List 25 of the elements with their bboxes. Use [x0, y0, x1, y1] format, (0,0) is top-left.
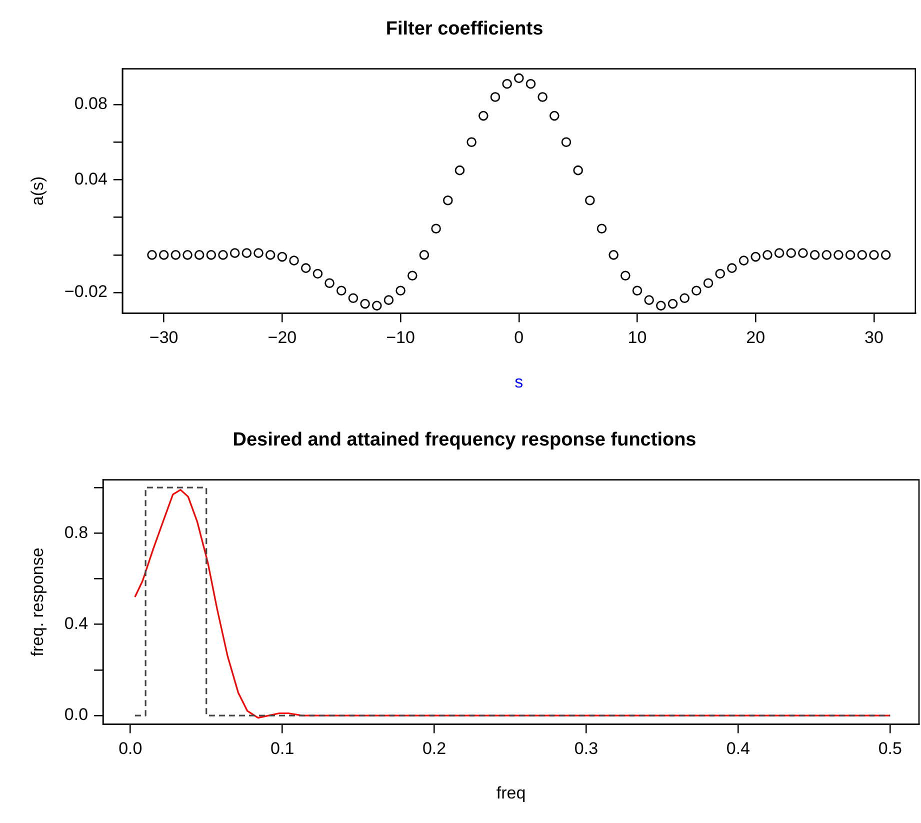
x-tick-label: 0.4 [726, 739, 750, 758]
x-tick-label: 0.5 [878, 739, 902, 758]
x-tick-label: −20 [268, 328, 297, 348]
x-tick-label: 0.1 [270, 739, 294, 758]
y-tick-label: 0.8 [64, 522, 88, 542]
y-tick-label: 0.08 [74, 94, 108, 114]
x-tick-label: 0.2 [422, 739, 446, 758]
x-tick-label: 0.0 [118, 739, 142, 758]
y-tick-label: 0.4 [64, 614, 88, 634]
x-tick-label: 0 [514, 328, 524, 348]
y-tick-label: 0.0 [64, 705, 88, 724]
x-tick-label: −10 [386, 328, 415, 348]
y-tick-label: 0.04 [74, 169, 108, 188]
chart-title: Desired and attained frequency response functions [232, 430, 696, 451]
x-tick-label: 20 [746, 328, 766, 348]
x-tick-label: 0.3 [574, 739, 598, 758]
y-axis-title: freq. response [28, 548, 47, 656]
chart-title: Filter coefficients [386, 18, 544, 40]
x-tick-label: 30 [864, 328, 884, 348]
x-axis-title: s [514, 372, 524, 392]
y-axis-title: a(s) [28, 176, 47, 206]
x-axis-title: freq [496, 783, 526, 802]
y-tick-label: −0.02 [64, 282, 108, 302]
x-tick-label: −30 [149, 328, 178, 348]
x-tick-label: 10 [628, 328, 647, 348]
